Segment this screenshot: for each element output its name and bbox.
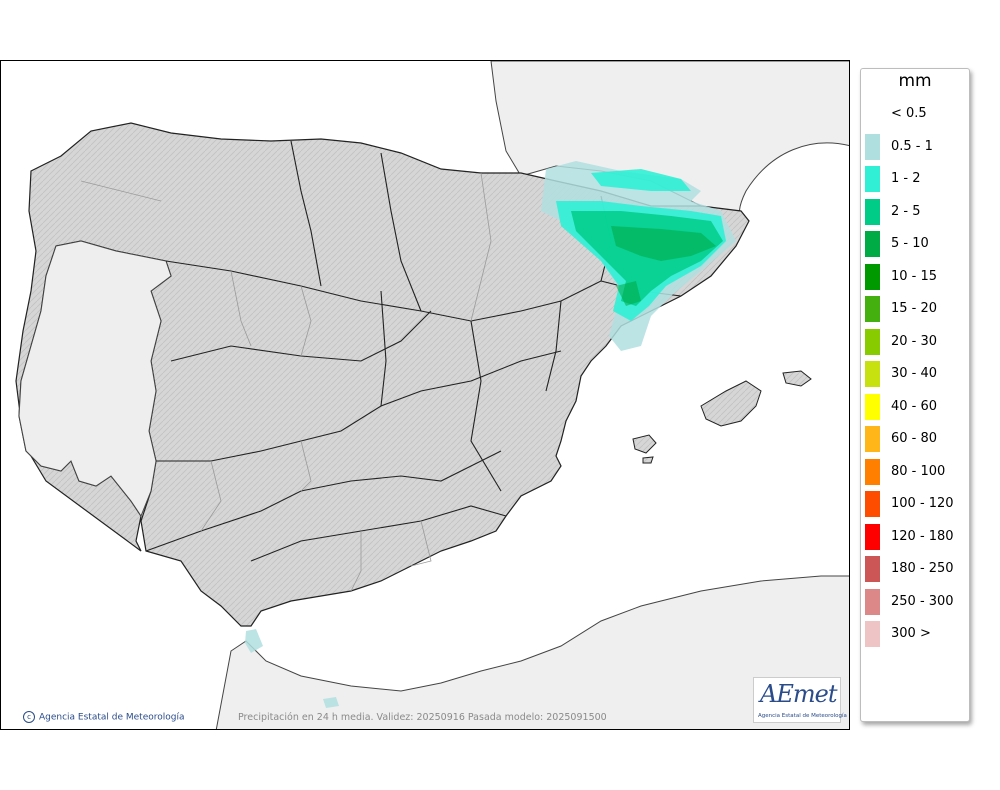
legend-row: 0.5 - 1 (865, 133, 967, 160)
legend-swatch (865, 491, 880, 517)
legend-swatch (865, 263, 880, 290)
agency-credit-text: Agencia Estatal de Meteorología (39, 712, 185, 723)
legend-swatch (865, 328, 880, 355)
precipitation-areas (245, 161, 736, 708)
legend-label: 2 - 5 (891, 203, 921, 219)
legend-row: 15 - 20 (865, 296, 967, 322)
legend-unit: mm (898, 71, 932, 91)
legend-label: 10 - 15 (891, 268, 938, 284)
legend-swatch (865, 426, 880, 452)
legend-label: 120 - 180 (891, 528, 954, 544)
legend-swatch (865, 588, 880, 615)
legend-row: 20 - 30 (865, 328, 967, 355)
legend-row: 100 - 120 (865, 491, 967, 517)
legend-row: 40 - 60 (865, 393, 967, 420)
mallorca-island (700, 380, 762, 427)
ibiza-island (632, 434, 657, 454)
validity-text: Precipitación en 24 h media. Validez: 20… (238, 712, 607, 723)
legend-swatch (865, 101, 880, 127)
precip-5-10 (611, 226, 716, 306)
legend-label: < 0.5 (891, 106, 927, 121)
legend-swatch (865, 198, 880, 225)
legend-swatch (865, 458, 880, 485)
legend-row: 250 - 300 (865, 588, 967, 615)
precipitation-legend: mm < 0.5 0.5 - 1 1 - 2 2 - 5 5 - 10 10 - 15 15… (860, 68, 970, 722)
precipitation-map: c Agencia Estatal de Meteorología Precipi… (0, 60, 850, 730)
africa-land (215, 575, 849, 729)
legend-swatch (865, 296, 880, 322)
legend-row: < 0.5 (865, 101, 967, 127)
legend-swatch (865, 166, 880, 192)
legend-label: 180 - 250 (891, 561, 954, 576)
legend-swatch (865, 361, 880, 387)
legend-label: 300 > (891, 626, 931, 641)
legend-label: 1 - 2 (891, 171, 921, 186)
legend-row: 120 - 180 (865, 523, 967, 550)
map-canvas (15, 61, 849, 729)
legend-row: 180 - 250 (865, 556, 967, 582)
legend-row: 80 - 100 (865, 458, 967, 485)
legend-row: 5 - 10 (865, 231, 967, 257)
formentera-island (642, 456, 654, 464)
legend-label: 0.5 - 1 (891, 138, 933, 154)
legend-label: 20 - 30 (891, 333, 938, 349)
legend-label: 100 - 120 (891, 496, 954, 511)
precip-coast-spot (245, 629, 263, 653)
agency-credit[interactable]: c Agencia Estatal de Meteorología (23, 711, 185, 723)
legend-label: 60 - 80 (891, 431, 938, 446)
legend-label: 30 - 40 (891, 366, 938, 381)
legend-swatch (865, 393, 880, 420)
legend-label: 15 - 20 (891, 301, 938, 316)
legend-label: 40 - 60 (891, 398, 938, 414)
legend-row: 300 > (865, 621, 967, 647)
legend-row: 1 - 2 (865, 166, 967, 192)
legend-swatch (865, 523, 880, 550)
legend-label: 250 - 300 (891, 593, 954, 609)
aemet-logo-subtitle: Agencia Estatal de Meteorología (758, 713, 847, 719)
legend-swatch (865, 133, 880, 160)
portugal-land (18, 240, 172, 518)
legend-label: 80 - 100 (891, 463, 946, 479)
legend-row: 10 - 15 (865, 263, 967, 290)
legend-swatch (865, 231, 880, 257)
legend-row: 30 - 40 (865, 361, 967, 387)
aemet-logo-text: AEmet (760, 680, 837, 708)
copyright-icon: c (23, 711, 35, 723)
legend-swatch (865, 621, 880, 647)
legend-row: 60 - 80 (865, 426, 967, 452)
legend-swatch (865, 556, 880, 582)
legend-row: 2 - 5 (865, 198, 967, 225)
aemet-logo: AEmet Agencia Estatal de Meteorología (753, 677, 847, 723)
precip-sea-spot (323, 697, 339, 708)
legend-label: 5 - 10 (891, 236, 929, 251)
menorca-island (782, 370, 812, 387)
